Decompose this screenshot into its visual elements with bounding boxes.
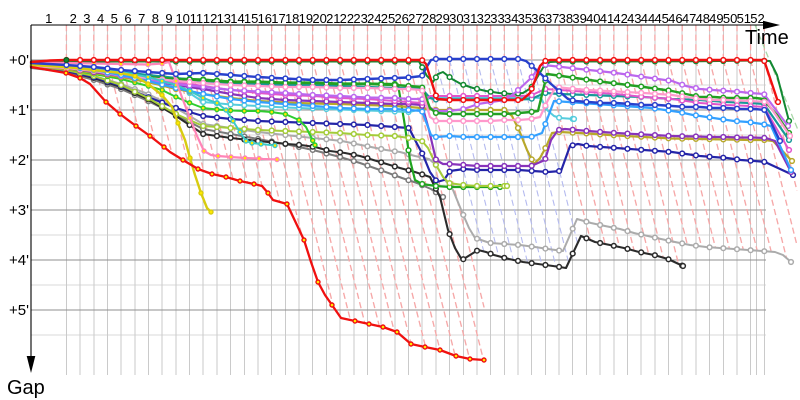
svg-text:50: 50 (723, 11, 737, 26)
svg-text:32: 32 (477, 11, 491, 26)
svg-text:43: 43 (627, 11, 641, 26)
svg-text:24: 24 (367, 11, 381, 26)
svg-text:21: 21 (326, 11, 340, 26)
svg-text:34: 34 (504, 11, 518, 26)
svg-text:29: 29 (435, 11, 449, 26)
svg-text:10: 10 (175, 11, 189, 26)
svg-text:39: 39 (572, 11, 586, 26)
svg-text:+5': +5' (9, 302, 29, 319)
svg-text:+2': +2' (9, 152, 29, 169)
svg-text:Time: Time (745, 27, 789, 49)
svg-text:4: 4 (97, 11, 104, 26)
svg-text:40: 40 (586, 11, 600, 26)
svg-text:+3': +3' (9, 202, 29, 219)
svg-text:52: 52 (750, 11, 764, 26)
svg-text:2: 2 (70, 11, 77, 26)
svg-text:7: 7 (138, 11, 145, 26)
svg-text:48: 48 (696, 11, 710, 26)
svg-text:1: 1 (45, 11, 52, 26)
svg-text:25: 25 (381, 11, 395, 26)
svg-text:5: 5 (111, 11, 118, 26)
svg-text:15: 15 (244, 11, 258, 26)
svg-text:28: 28 (422, 11, 436, 26)
svg-text:35: 35 (518, 11, 532, 26)
svg-text:37: 37 (545, 11, 559, 26)
svg-text:12: 12 (203, 11, 217, 26)
svg-text:Gap: Gap (7, 377, 45, 399)
svg-text:13: 13 (217, 11, 231, 26)
svg-text:51: 51 (737, 11, 751, 26)
svg-text:47: 47 (682, 11, 696, 26)
svg-text:27: 27 (408, 11, 422, 26)
svg-text:9: 9 (165, 11, 172, 26)
svg-text:42: 42 (613, 11, 627, 26)
svg-text:8: 8 (152, 11, 159, 26)
svg-text:46: 46 (668, 11, 682, 26)
svg-text:41: 41 (600, 11, 614, 26)
svg-text:+0': +0' (9, 52, 29, 69)
svg-text:26: 26 (394, 11, 408, 26)
svg-text:+1': +1' (9, 102, 29, 119)
svg-text:22: 22 (340, 11, 354, 26)
svg-text:3: 3 (83, 11, 90, 26)
svg-text:23: 23 (353, 11, 367, 26)
svg-text:31: 31 (463, 11, 477, 26)
svg-text:20: 20 (312, 11, 326, 26)
svg-text:14: 14 (230, 11, 244, 26)
svg-text:6: 6 (124, 11, 131, 26)
svg-text:36: 36 (531, 11, 545, 26)
svg-text:+4': +4' (9, 252, 29, 269)
svg-text:44: 44 (641, 11, 655, 26)
svg-text:11: 11 (190, 11, 204, 26)
svg-text:49: 49 (709, 11, 723, 26)
svg-text:16: 16 (258, 11, 272, 26)
svg-text:17: 17 (271, 11, 285, 26)
svg-text:45: 45 (654, 11, 668, 26)
svg-text:19: 19 (299, 11, 313, 26)
svg-text:38: 38 (559, 11, 573, 26)
svg-text:18: 18 (285, 11, 299, 26)
svg-text:33: 33 (490, 11, 504, 26)
svg-text:30: 30 (449, 11, 463, 26)
